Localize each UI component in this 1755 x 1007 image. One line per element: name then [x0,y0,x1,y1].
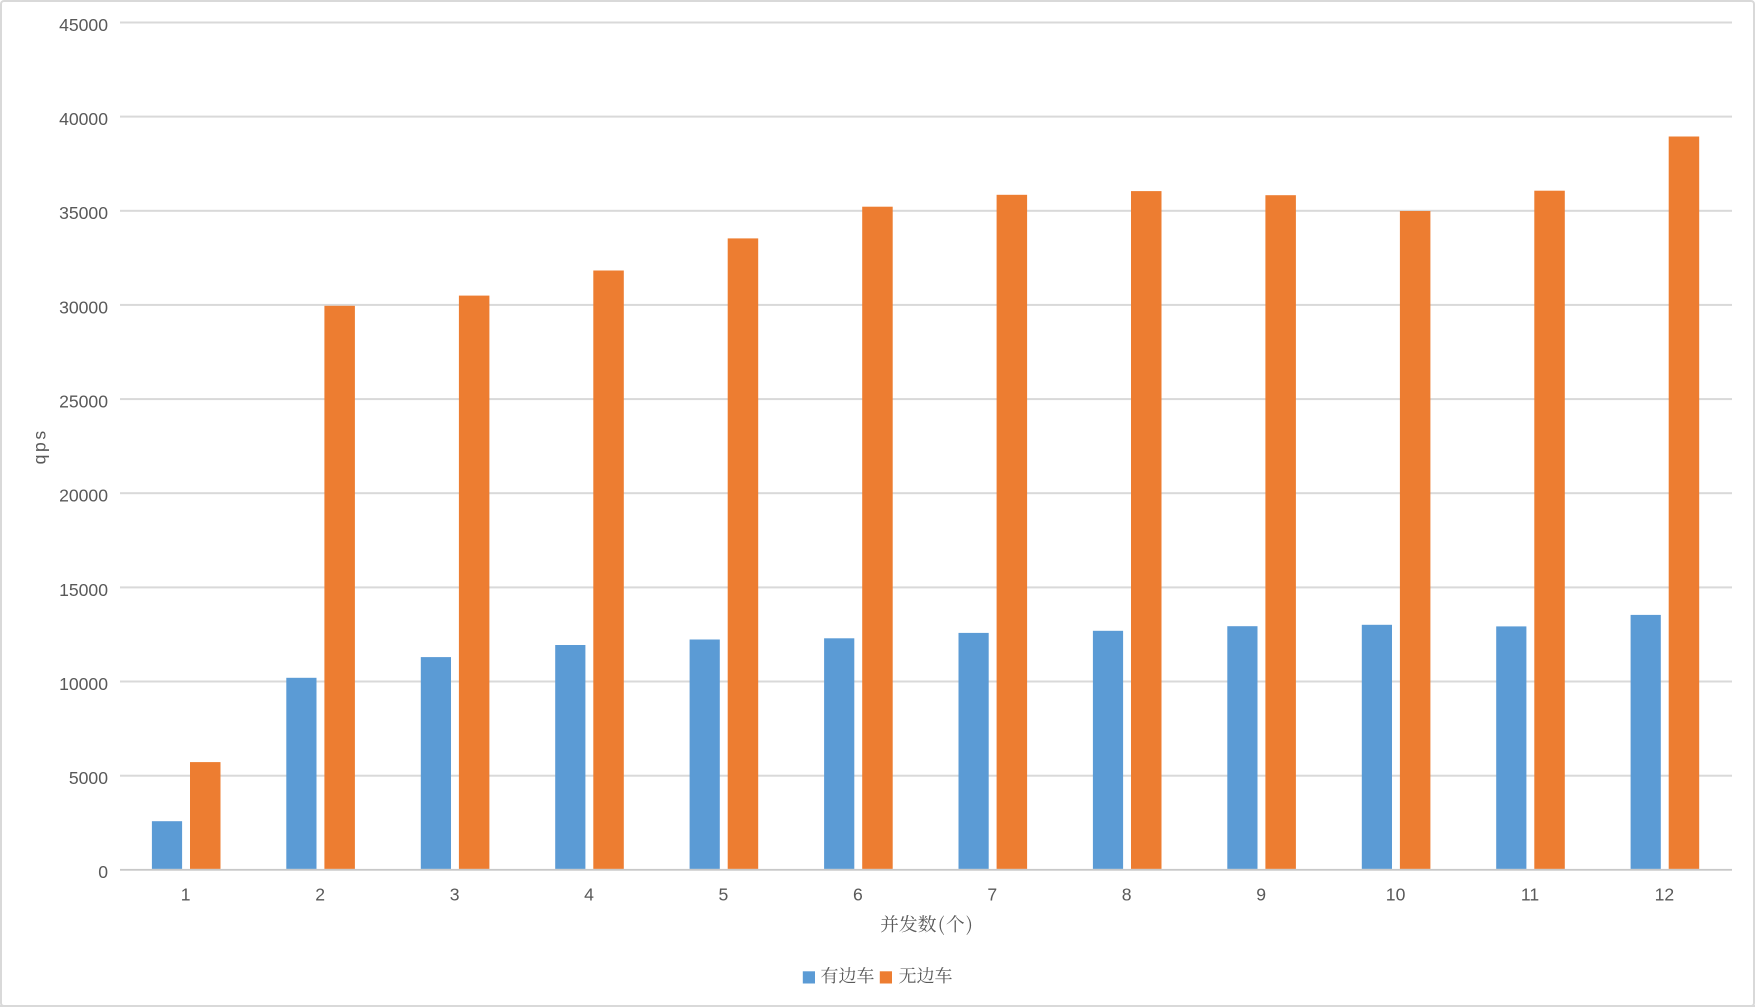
svg-text:20000: 20000 [59,486,108,506]
svg-text:4: 4 [584,885,594,905]
svg-text:10: 10 [1386,885,1406,905]
svg-text:8: 8 [1122,885,1132,905]
svg-text:9: 9 [1256,885,1266,905]
svg-text:45000: 45000 [59,15,108,35]
svg-text:1: 1 [181,885,191,905]
svg-text:10000: 10000 [59,674,108,694]
svg-text:2: 2 [315,885,325,905]
svg-text:12: 12 [1655,885,1675,905]
svg-text:qps: qps [30,428,50,464]
svg-text:11: 11 [1521,885,1539,905]
svg-text:35000: 35000 [59,203,108,223]
svg-text:5000: 5000 [69,768,108,788]
svg-text:0: 0 [98,862,108,882]
svg-text:7: 7 [987,885,997,905]
svg-text:15000: 15000 [59,580,108,600]
svg-text:6: 6 [853,885,863,905]
svg-text:5: 5 [719,885,729,905]
svg-text:40000: 40000 [59,109,108,129]
svg-text:30000: 30000 [59,297,108,317]
svg-text:3: 3 [450,885,460,905]
svg-text:25000: 25000 [59,392,108,412]
